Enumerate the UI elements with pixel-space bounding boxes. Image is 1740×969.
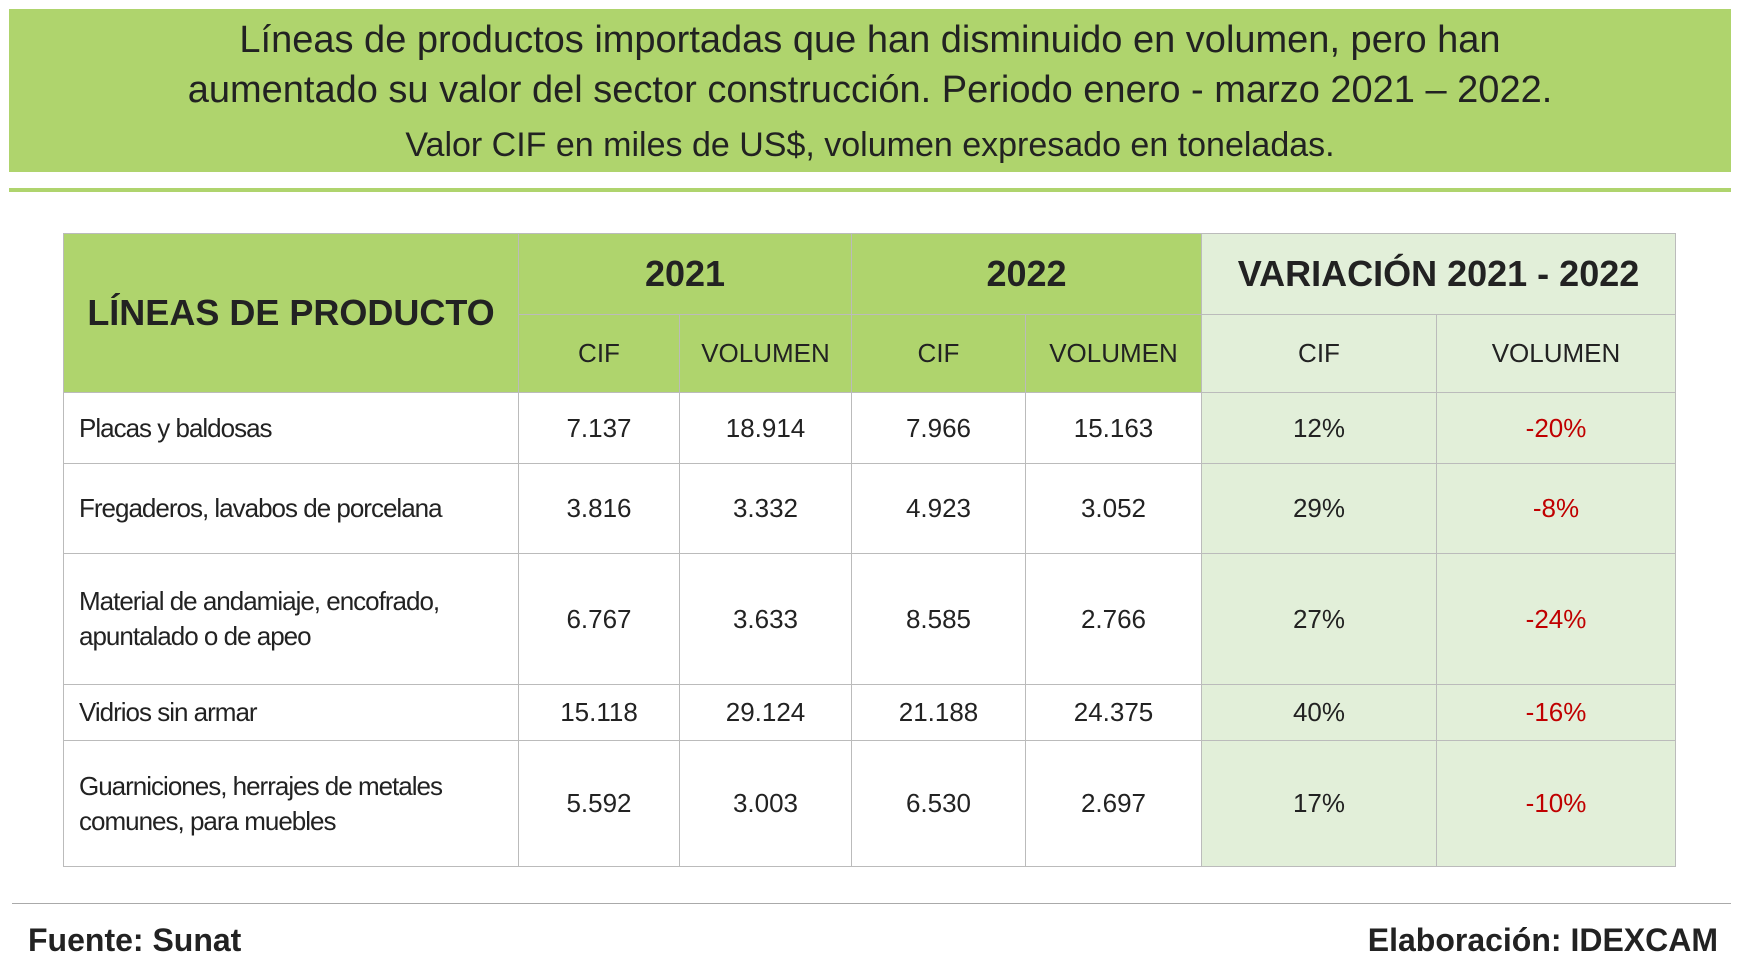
sub-header: VOLUMEN <box>1025 314 1202 393</box>
table-row: Fregaderos, lavabos de porcelana 3.816 3.3… <box>63 463 1677 554</box>
cell-value: 7.137 <box>518 392 680 464</box>
cell-value: -24% <box>1435 553 1677 685</box>
product-name: Placas y baldosas <box>63 392 519 464</box>
table-row: Material de andamiaje, encofrado, apunta… <box>63 553 1677 685</box>
cell-value: 4.923 <box>851 463 1026 554</box>
group-header: 2022 <box>851 233 1202 315</box>
table-row: Vidrios sin armar 15.118 29.124 21.188 24.37… <box>63 684 1677 741</box>
product-name: Fregaderos, lavabos de porcelana <box>63 463 519 554</box>
cell-value: 27% <box>1201 553 1437 685</box>
credit: Elaboración: IDEXCAM <box>1367 922 1718 958</box>
footer-divider <box>12 903 1731 904</box>
product-name: Vidrios sin armar <box>63 684 519 741</box>
cell-value: 3.816 <box>518 463 680 554</box>
sub-header: CIF <box>518 314 680 393</box>
title-line: aumentado su valor del sector construcci… <box>187 69 1553 111</box>
cell-value: -8% <box>1435 463 1677 554</box>
cell-value: 21.188 <box>851 684 1026 741</box>
subtitle: Valor CIF en miles de US$, volumen expre… <box>405 126 1335 164</box>
table-row: Placas y baldosas 7.137 18.914 7.966 15.163 1… <box>63 392 1677 464</box>
cell-value: 7.966 <box>851 392 1026 464</box>
cell-value: -20% <box>1435 392 1677 464</box>
cell-value: 12% <box>1201 392 1437 464</box>
cell-value: 5.592 <box>518 740 680 867</box>
cell-value: 18.914 <box>679 392 852 464</box>
title-banner: Líneas de productos importadas que han d… <box>9 9 1731 172</box>
product-name: Guarniciones, herrajes de metales comune… <box>63 740 519 867</box>
sub-header: VOLUMEN <box>679 314 852 393</box>
sub-header: CIF <box>1201 314 1437 393</box>
sub-header: CIF <box>851 314 1026 393</box>
table-row: Guarniciones, herrajes de metales comune… <box>63 740 1677 867</box>
cell-value: 24.375 <box>1025 684 1202 741</box>
cell-value: -16% <box>1435 684 1677 741</box>
cell-value: 3.052 <box>1025 463 1202 554</box>
cell-value: 3.633 <box>679 553 852 685</box>
title-line: Líneas de productos importadas que han d… <box>239 19 1501 61</box>
cell-value: 17% <box>1201 740 1437 867</box>
cell-value: 15.118 <box>518 684 680 741</box>
cell-value: 8.585 <box>851 553 1026 685</box>
cell-value: 29% <box>1201 463 1437 554</box>
cell-value: 29.124 <box>679 684 852 741</box>
divider <box>9 188 1731 192</box>
cell-value: 40% <box>1201 684 1437 741</box>
group-header: 2021 <box>518 233 852 315</box>
cell-value: 3.332 <box>679 463 852 554</box>
cell-value: 3.003 <box>679 740 852 867</box>
product-header: LÍNEAS DE PRODUCTO <box>63 233 519 393</box>
source: Fuente: Sunat <box>28 922 242 958</box>
cell-value: -10% <box>1435 740 1677 867</box>
cell-value: 15.163 <box>1025 392 1202 464</box>
cell-value: 6.767 <box>518 553 680 685</box>
cell-value: 6.530 <box>851 740 1026 867</box>
product-name: Material de andamiaje, encofrado, apunta… <box>63 553 519 685</box>
group-header: VARIACIÓN 2021 - 2022 <box>1200 233 1677 315</box>
cell-value: 2.766 <box>1025 553 1202 685</box>
sub-header: VOLUMEN <box>1435 314 1677 393</box>
data-table: LÍNEAS DE PRODUCTO 2021 2022 VARIACIÓN 2… <box>63 233 1677 867</box>
cell-value: 2.697 <box>1025 740 1202 867</box>
